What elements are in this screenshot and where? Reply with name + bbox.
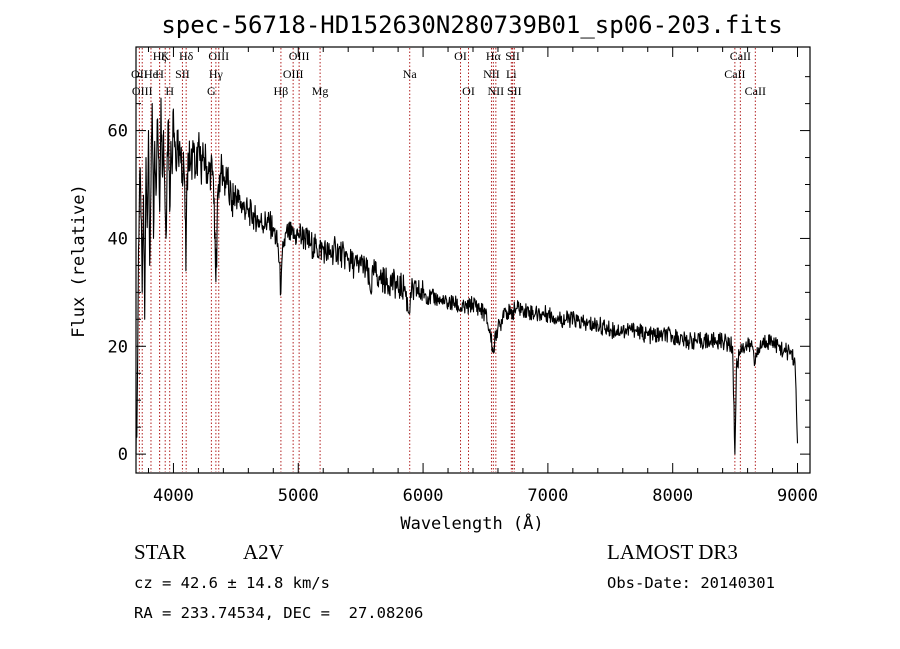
spectral-line-label: K (161, 49, 170, 63)
y-tick-label: 60 (108, 122, 128, 142)
spectral-line-label: CaII (724, 67, 745, 81)
spectral-line-label: SII (505, 49, 520, 63)
y-tick-label: 40 (108, 229, 128, 249)
spectrum-chart: spec-56718-HD152630N280739B01_sp06-203.f… (69, 11, 818, 534)
spectral-line-label: Hγ (209, 67, 224, 81)
x-tick-label: 8000 (652, 486, 693, 506)
spectral-line-label: CaII (745, 84, 766, 98)
spectral-line-label: Hδ (179, 49, 194, 63)
spectral-line-label: OIII (283, 67, 304, 81)
axis-ticks (136, 47, 810, 473)
x-tick-label: 6000 (403, 486, 444, 506)
spectral-line-label: H (155, 67, 164, 81)
spectral-line-label: Na (403, 67, 418, 81)
x-tick-label: 4000 (153, 486, 194, 506)
spectral-line-label: Hζ (153, 49, 167, 63)
spectral-line-label: Hβ (274, 84, 289, 98)
spectral-line-label: Li (506, 67, 517, 81)
spectral-line-label: OI (462, 84, 475, 98)
object-class: STAR (134, 540, 186, 564)
y-axis-label: Flux (relative) (69, 184, 89, 338)
object-subclass: A2V (243, 540, 284, 564)
observation-date: Obs-Date: 20140301 (607, 574, 775, 592)
x-axis-label: Wavelength (Å) (400, 512, 543, 534)
spectral-line-label: NII (488, 84, 505, 98)
plot-frame (135, 46, 811, 474)
axis-tick-labels: 4000 5000 6000 7000 8000 9000 0 20 40 60 (108, 122, 818, 506)
spectral-line-label: SII (175, 67, 190, 81)
spectral-line-label: OIII (132, 84, 153, 98)
y-tick-label: 0 (118, 445, 128, 465)
chart-title: spec-56718-HD152630N280739B01_sp06-203.f… (161, 11, 782, 39)
spectral-line-label: He (144, 67, 158, 81)
spectral-line-label: OII (131, 67, 148, 81)
spectral-line-label: SII (507, 84, 522, 98)
spectral-line-label: G (207, 84, 216, 98)
spectrum-line (135, 97, 799, 455)
survey-name: LAMOST DR3 (607, 540, 738, 564)
spectral-line-label: OIII (289, 49, 310, 63)
spectral-line-label: Mg (312, 84, 329, 98)
spectral-line-label: Hα (486, 49, 502, 63)
x-tick-label: 7000 (527, 486, 568, 506)
redshift-value: cz = 42.6 ± 14.8 km/s (134, 574, 330, 592)
x-tick-label: 9000 (777, 486, 818, 506)
y-tick-label: 20 (108, 337, 128, 357)
spectrum-series (135, 97, 799, 455)
spectral-line-label: H (165, 84, 174, 98)
spectral-line-markers (138, 48, 756, 472)
spectral-line-label: OIII (208, 49, 229, 63)
spectral-line-label: NII (483, 67, 500, 81)
sky-coordinates: RA = 233.74534, DEC = 27.08206 (134, 604, 424, 622)
spectral-line-label: OI (454, 49, 467, 63)
x-tick-label: 5000 (278, 486, 319, 506)
spectral-line-label: CaII (730, 49, 751, 63)
